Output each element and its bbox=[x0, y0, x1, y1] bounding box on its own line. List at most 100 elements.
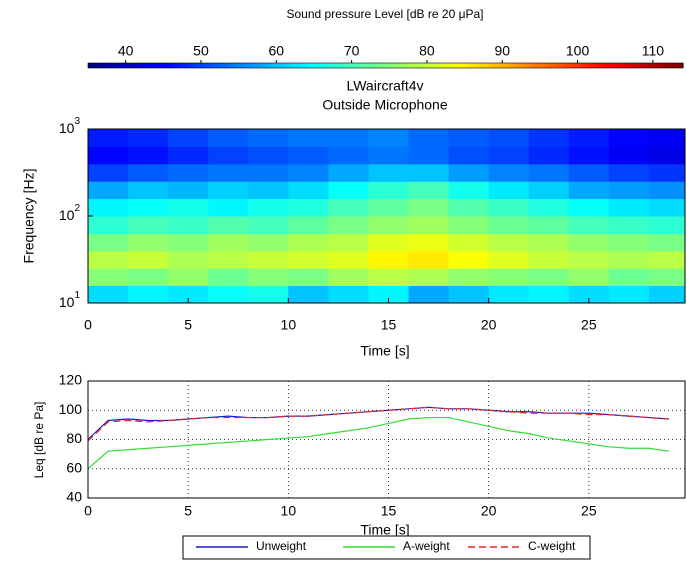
colorbar-swatch bbox=[321, 63, 327, 68]
heat-cell bbox=[648, 146, 685, 165]
colorbar-swatch bbox=[440, 63, 446, 68]
heat-cell bbox=[248, 285, 289, 303]
colorbar-tick-label: 90 bbox=[494, 43, 510, 59]
x-tick-label: 0 bbox=[84, 317, 92, 333]
heat-cell bbox=[208, 181, 249, 200]
y-axis-label: Leq [dB re Pa] bbox=[32, 402, 46, 479]
colorbar-swatch bbox=[484, 63, 491, 68]
heat-cell bbox=[448, 198, 490, 217]
heat-cell bbox=[488, 181, 530, 200]
heat-cell bbox=[408, 163, 450, 182]
heat-cell bbox=[448, 129, 490, 147]
heat-cell bbox=[488, 146, 530, 165]
heat-cell bbox=[328, 146, 369, 165]
heat-cell bbox=[88, 268, 129, 287]
heat-cell bbox=[488, 163, 530, 182]
heat-cell bbox=[368, 285, 410, 303]
colorbar-swatch bbox=[464, 63, 471, 68]
plot-frame bbox=[87, 380, 686, 499]
colorbar-swatch bbox=[489, 63, 496, 68]
heat-cell bbox=[88, 163, 129, 182]
heat-cell bbox=[328, 268, 369, 287]
colorbar-tick-label: 80 bbox=[419, 43, 435, 59]
tick-exponent: 3 bbox=[74, 116, 80, 127]
colorbar-swatch bbox=[514, 63, 520, 68]
colorbar-swatch bbox=[564, 63, 570, 68]
series-line bbox=[87, 416, 670, 470]
chart-title: LWaircraft4v bbox=[346, 78, 423, 94]
heat-cell bbox=[168, 129, 209, 147]
colorbar-swatch bbox=[117, 63, 124, 68]
colorbar-swatch bbox=[568, 63, 575, 68]
colorbar-swatch bbox=[251, 63, 258, 68]
colorbar-swatch bbox=[246, 63, 253, 68]
colorbar-swatch bbox=[534, 63, 540, 68]
heat-cell bbox=[608, 233, 650, 252]
colorbar-swatch bbox=[360, 63, 367, 68]
x-tick-label: 10 bbox=[281, 317, 297, 333]
series-line bbox=[87, 406, 670, 440]
tick-base: 10 bbox=[59, 120, 75, 136]
heat-cell bbox=[328, 163, 369, 182]
heat-cell bbox=[448, 233, 490, 252]
colorbar-swatch bbox=[613, 63, 620, 68]
colorbar-swatch bbox=[147, 63, 154, 68]
heat-cell bbox=[448, 268, 490, 287]
heat-cell bbox=[328, 250, 369, 269]
heat-cell bbox=[528, 198, 570, 217]
colorbar-swatch bbox=[122, 63, 129, 68]
heat-cell bbox=[288, 146, 329, 165]
x-axis-label: Time [s] bbox=[360, 343, 409, 359]
y-tick-label: 60 bbox=[66, 459, 82, 475]
colorbar-swatch bbox=[554, 63, 560, 68]
colorbar-swatch bbox=[192, 63, 198, 68]
colorbar-swatch bbox=[271, 63, 278, 68]
colorbar-swatch bbox=[261, 63, 268, 68]
heat-cell bbox=[408, 198, 450, 217]
heat-cell bbox=[208, 198, 249, 217]
colorbar-swatch bbox=[127, 63, 134, 68]
heat-cell bbox=[568, 268, 610, 287]
heat-cell bbox=[528, 233, 570, 252]
heat-cell bbox=[408, 181, 450, 200]
colorbar-swatch bbox=[330, 63, 337, 68]
heat-cell bbox=[648, 268, 685, 287]
heat-cell bbox=[168, 285, 209, 303]
heat-cell bbox=[488, 198, 530, 217]
y-axis-label: Frequency [Hz] bbox=[21, 169, 37, 264]
heat-cell bbox=[568, 163, 610, 182]
colorbar-swatch bbox=[504, 63, 511, 68]
heat-cell bbox=[488, 233, 530, 252]
colorbar-swatch bbox=[152, 63, 159, 68]
colorbar-swatch bbox=[102, 63, 109, 68]
colorbar-swatch bbox=[415, 63, 421, 68]
heat-cell bbox=[528, 181, 570, 200]
heat-cell bbox=[528, 146, 570, 165]
colorbar-swatch bbox=[88, 63, 94, 68]
heat-cell bbox=[88, 233, 129, 252]
x-tick-label: 15 bbox=[381, 317, 397, 333]
heat-cell bbox=[288, 250, 329, 269]
heat-cell bbox=[128, 285, 169, 303]
colorbar-swatch bbox=[221, 63, 228, 68]
heat-cell bbox=[208, 146, 249, 165]
colorbar-swatch bbox=[633, 63, 639, 68]
colorbar-swatch bbox=[256, 63, 263, 68]
heat-cell bbox=[168, 216, 209, 235]
colorbar-swatch bbox=[598, 63, 605, 68]
heat-cell bbox=[368, 146, 410, 165]
colorbar-swatch bbox=[648, 63, 654, 68]
heat-cell bbox=[648, 129, 685, 147]
heat-cell bbox=[368, 250, 410, 269]
heat-cell bbox=[288, 216, 329, 235]
colorbar-swatch bbox=[326, 63, 332, 68]
colorbar-swatch bbox=[445, 63, 451, 68]
colorbar-swatch bbox=[519, 63, 525, 68]
heat-cell bbox=[648, 198, 685, 217]
heat-cell bbox=[328, 216, 369, 235]
heat-cell bbox=[408, 146, 450, 165]
heat-cell bbox=[208, 216, 249, 235]
x-tick-label: 15 bbox=[381, 503, 397, 519]
heat-cell bbox=[168, 198, 209, 217]
heat-cell bbox=[608, 268, 650, 287]
